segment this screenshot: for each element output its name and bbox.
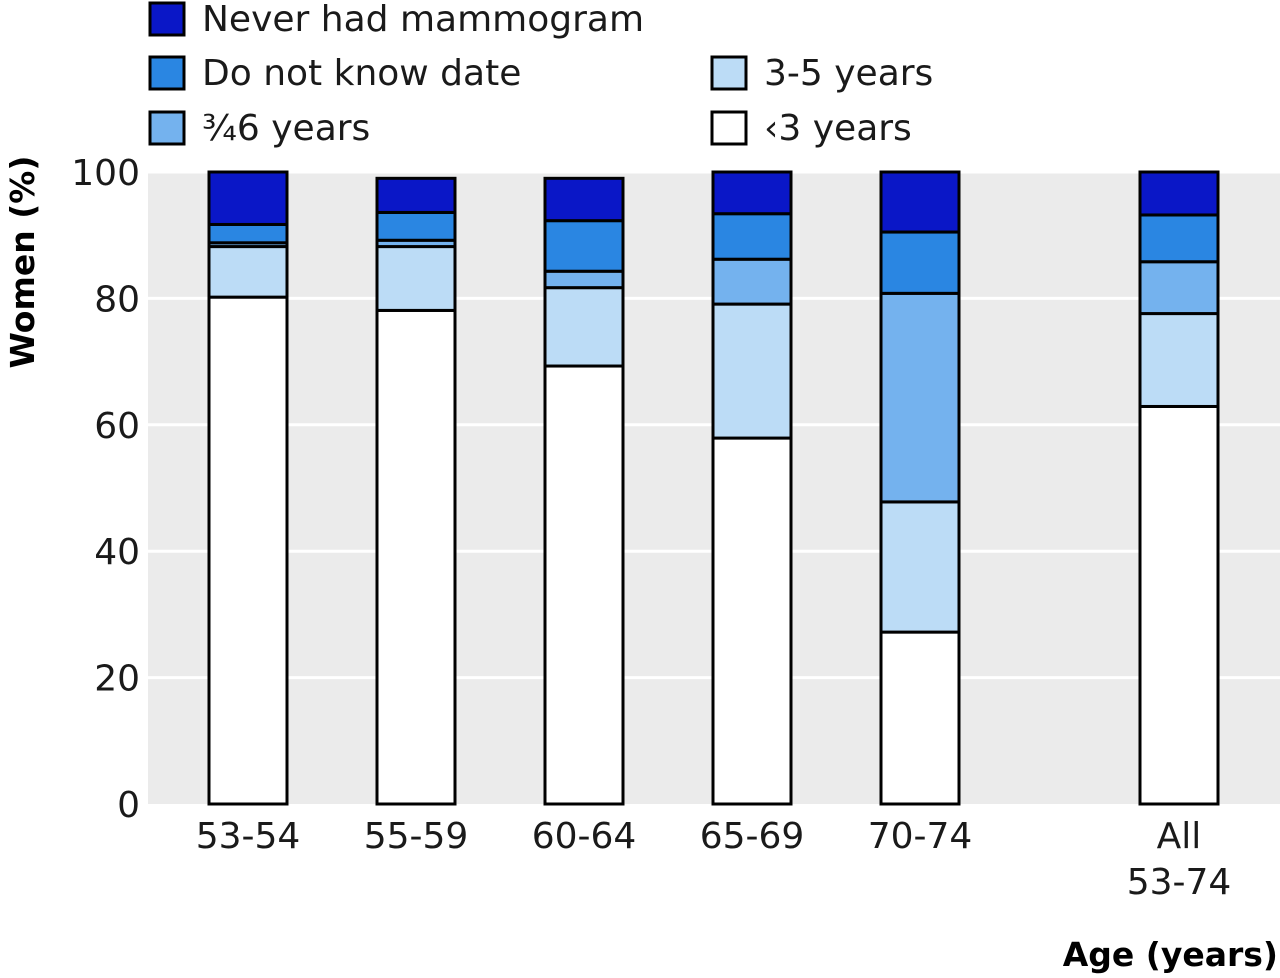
bar-segment <box>207 295 289 806</box>
bar-segment <box>711 170 793 216</box>
legend-label: ¾6 years <box>202 108 370 149</box>
bar-segment <box>543 269 625 290</box>
legend: Never had mammogram Do not know date 3-5 y… <box>148 0 933 149</box>
bar-segment <box>543 364 625 806</box>
bar-segment <box>711 257 793 306</box>
bar-segment <box>207 222 289 245</box>
y-tick-label: 20 <box>94 659 140 700</box>
bar-segment <box>543 219 625 273</box>
y-tick-label: 0 <box>117 785 140 826</box>
bar-segment <box>879 291 961 504</box>
legend-swatch <box>148 55 186 91</box>
bar-segment <box>879 500 961 634</box>
bar-segment <box>879 170 961 234</box>
bar-stack <box>711 170 793 806</box>
y-tick-label: 100 <box>71 153 140 194</box>
bar-segment <box>543 286 625 368</box>
bars <box>207 170 1220 806</box>
legend-label: Never had mammogram <box>202 0 644 40</box>
x-tick-label: 55-59 <box>364 816 469 857</box>
bar-segment <box>1138 260 1220 316</box>
x-tick-label: 53-74 <box>1127 862 1232 903</box>
bar-segment <box>711 212 793 261</box>
legend-item: 3-5 years <box>710 53 933 94</box>
x-axis-title: Age (years) <box>1063 935 1278 974</box>
bar-stack <box>375 176 457 806</box>
legend-label: Do not know date <box>202 53 521 94</box>
x-tick-label: All <box>1157 816 1202 857</box>
bar-stack <box>207 170 289 806</box>
y-tick-label: 80 <box>94 279 140 320</box>
legend-swatch <box>710 110 748 146</box>
y-tick-label: 40 <box>94 532 140 573</box>
bar-segment <box>1138 404 1220 806</box>
x-axis-ticks: 53-54 55-59 60-64 65-69 70-74 All 53-74 <box>196 816 1232 903</box>
bar-segment <box>543 176 625 223</box>
legend-item: Do not know date <box>148 53 521 94</box>
legend-swatch <box>710 55 748 91</box>
y-axis-title: Women (%) <box>3 156 42 369</box>
bar-segment <box>1138 312 1220 408</box>
x-tick-label: 70-74 <box>868 816 973 857</box>
bar-stack <box>1138 170 1220 806</box>
bar-stack <box>879 170 961 806</box>
bar-segment <box>879 630 961 806</box>
bar-segment <box>1138 170 1220 217</box>
bar-segment <box>375 308 457 806</box>
legend-item: Never had mammogram <box>148 0 644 40</box>
bar-segment <box>375 210 457 242</box>
x-tick-label: 60-64 <box>532 816 637 857</box>
legend-swatch <box>148 110 186 146</box>
bar-stack <box>543 176 625 806</box>
x-tick-label: 65-69 <box>700 816 805 857</box>
bar-segment <box>1138 213 1220 264</box>
legend-label: 3-5 years <box>764 53 933 94</box>
bar-segment <box>711 436 793 806</box>
y-axis-ticks: 0 20 40 60 80 100 <box>71 153 140 826</box>
y-tick-label: 60 <box>94 406 140 447</box>
legend-item: ¾6 years <box>148 108 370 149</box>
bar-segment <box>711 302 793 440</box>
bar-segment <box>207 170 289 226</box>
legend-item: ‹3 years <box>710 108 912 149</box>
bar-segment <box>207 245 289 299</box>
bar-segment <box>879 230 961 295</box>
bar-segment <box>375 245 457 312</box>
legend-swatch <box>148 1 186 37</box>
legend-label: ‹3 years <box>764 108 912 149</box>
bar-segment <box>375 176 457 214</box>
x-tick-label: 53-54 <box>196 816 301 857</box>
